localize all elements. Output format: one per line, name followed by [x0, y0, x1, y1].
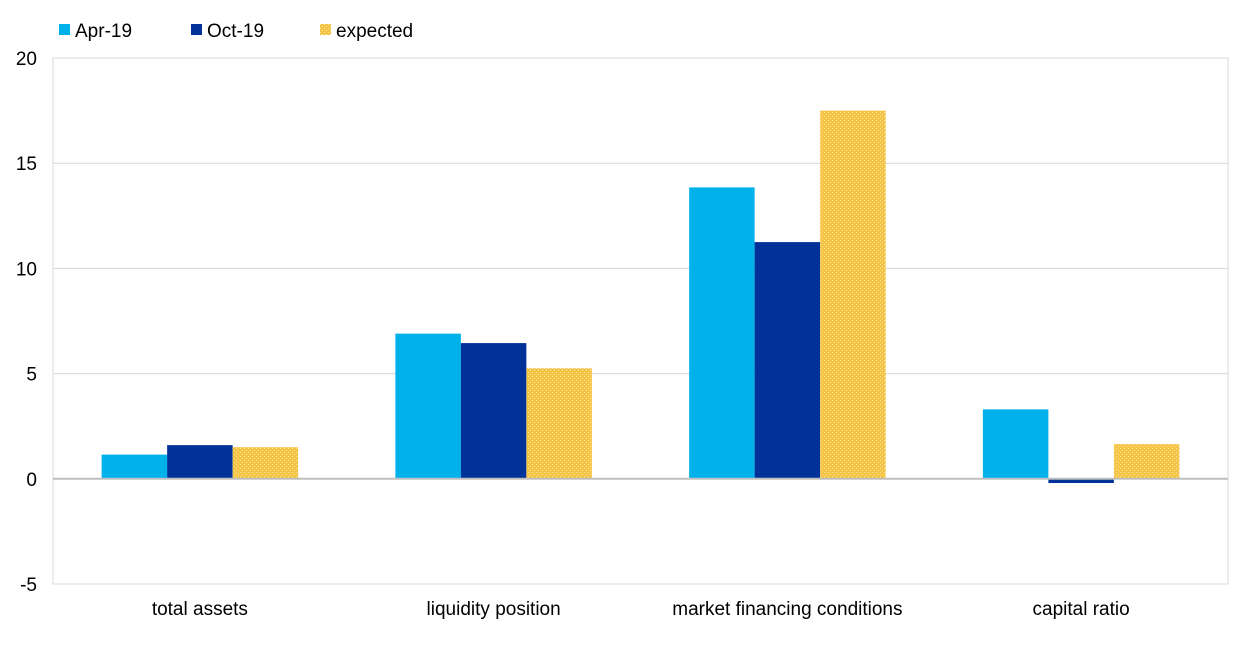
x-axis-category-labels: total assets liquidity position market fin… — [152, 599, 1130, 620]
bar-expected-total-assets — [232, 447, 299, 479]
y-tick-label: -5 — [20, 575, 37, 596]
y-tick-label: 15 — [16, 154, 37, 175]
bar-expected-market-financing-conditions — [820, 110, 886, 479]
legend: Apr-19 Oct-19 expected — [59, 21, 413, 42]
legend-swatch — [191, 24, 202, 35]
bar-expected-liquidity-position — [526, 368, 592, 479]
x-category-label: capital ratio — [1033, 599, 1130, 620]
y-tick-label: 0 — [26, 470, 37, 491]
bar-apr-19-market-financing-conditions — [689, 187, 755, 479]
bar-oct-19-liquidity-position — [460, 343, 527, 479]
bars — [101, 110, 1180, 484]
y-tick-label: 5 — [26, 365, 37, 386]
bar-apr-19-capital-ratio — [982, 409, 1049, 479]
bar-expected-capital-ratio — [1113, 444, 1180, 479]
bar-apr-19-total-assets — [101, 454, 168, 479]
bar-oct-19-market-financing-conditions — [754, 242, 821, 479]
legend-swatch — [320, 24, 331, 35]
gridlines — [53, 162, 1228, 375]
x-category-label: market financing conditions — [672, 599, 902, 620]
plot-area — [52, 57, 1229, 585]
legend-label: Oct-19 — [207, 21, 264, 42]
y-axis-tick-labels: -5 0 5 10 15 20 — [16, 49, 37, 596]
x-category-label: total assets — [152, 599, 248, 620]
legend-label: expected — [336, 21, 413, 42]
y-tick-label: 10 — [16, 259, 37, 280]
x-category-label: liquidity position — [427, 599, 561, 620]
bar-oct-19-total-assets — [167, 445, 233, 479]
legend-label: Apr-19 — [75, 21, 132, 42]
bar-oct-19-capital-ratio — [1048, 478, 1114, 484]
legend-swatch — [59, 24, 70, 35]
y-tick-label: 20 — [16, 49, 37, 70]
bar-apr-19-liquidity-position — [395, 333, 461, 479]
